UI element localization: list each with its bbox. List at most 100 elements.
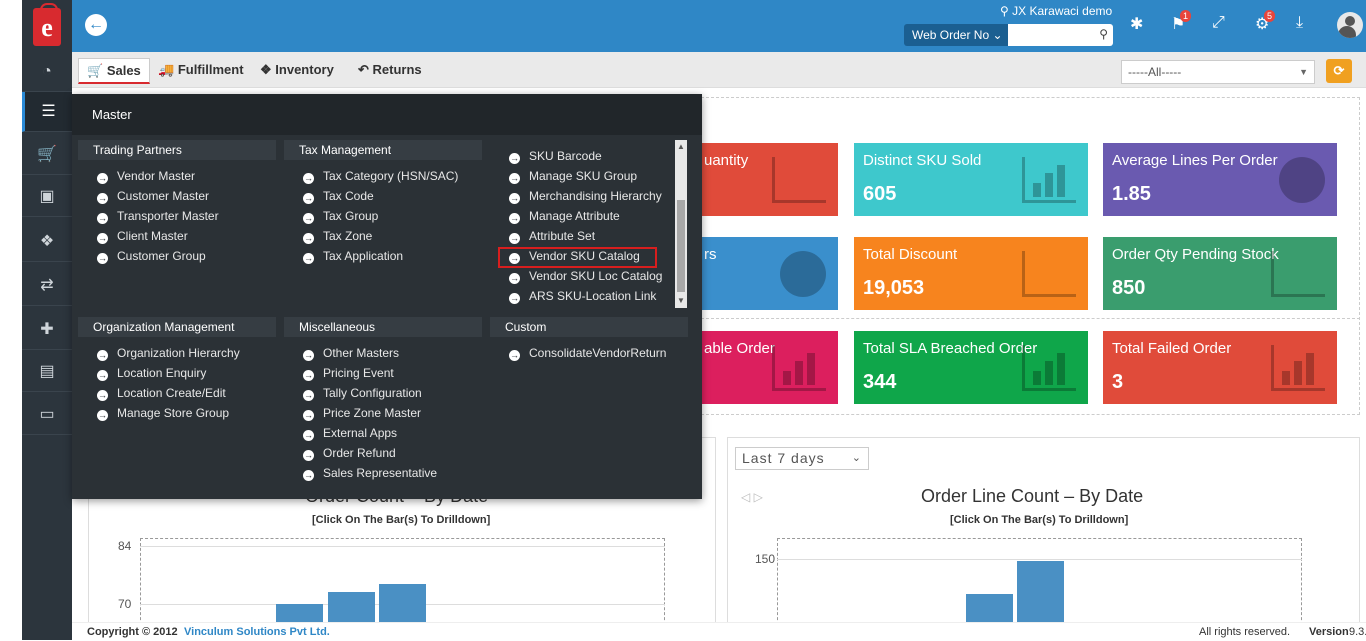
menu-item-other-masters[interactable]: → Other Masters bbox=[303, 343, 437, 363]
gridline bbox=[777, 558, 1302, 560]
arrow-circle-right-icon: → bbox=[97, 350, 108, 361]
gridline bbox=[140, 546, 665, 547]
chart-subtitle: [Click On The Bar(s) To Drilldown] bbox=[312, 514, 491, 526]
search-mode-select[interactable]: Web Order No ⌄ bbox=[904, 24, 1011, 46]
menu-item-transporter-master[interactable]: → Transporter Master bbox=[97, 206, 219, 226]
tab-returns[interactable]: ↶ Returns bbox=[350, 58, 430, 84]
kpi-title: Total Failed Order bbox=[1112, 340, 1232, 357]
arrow-circle-right-icon: → bbox=[303, 253, 314, 264]
scrollbar-thumb[interactable] bbox=[677, 200, 685, 292]
menu-item-pricing-event[interactable]: → Pricing Event bbox=[303, 363, 437, 383]
cart-icon[interactable]: 🛒 bbox=[22, 135, 72, 175]
transfer-icon[interactable]: ⇄ bbox=[22, 266, 72, 306]
menu-item-tax-category-hsn-sac[interactable]: → Tax Category (HSN/SAC) bbox=[303, 166, 458, 186]
y-tick-label: 150 bbox=[755, 551, 776, 566]
menu-item-customer-group[interactable]: → Customer Group bbox=[97, 246, 219, 266]
tab-returns-label: Returns bbox=[372, 62, 422, 77]
menu-item-manage-store-group[interactable]: → Manage Store Group bbox=[97, 403, 240, 423]
date-range-select[interactable]: Last 7 days ⌄ bbox=[735, 447, 869, 470]
chart-bar[interactable] bbox=[1017, 561, 1064, 630]
book-icon[interactable]: ▤ bbox=[22, 352, 72, 392]
menu-item-label: SKU Barcode bbox=[529, 149, 602, 163]
arrow-circle-right-icon: → bbox=[97, 193, 108, 204]
kpi-title: rs bbox=[704, 246, 717, 263]
menu-item-label: Customer Master bbox=[117, 189, 210, 203]
briefcase-icon[interactable]: ▣ bbox=[22, 177, 72, 217]
menu-item-label: Attribute Set bbox=[529, 229, 596, 243]
master-list-icon[interactable]: ☰ bbox=[22, 92, 72, 132]
tab-sales[interactable]: 🛒 Sales bbox=[78, 58, 150, 84]
kpi-tile-sla-breached[interactable]: Total SLA Breached Order 344 bbox=[854, 331, 1088, 404]
menu-item-attribute-set[interactable]: → Attribute Set bbox=[509, 226, 662, 246]
dashboard-icon[interactable]: ◔ bbox=[22, 52, 72, 92]
refresh-button[interactable]: ⟳ bbox=[1326, 59, 1352, 83]
menu-item-label: Tax Code bbox=[323, 189, 374, 203]
menu-item-customer-master[interactable]: → Customer Master bbox=[97, 186, 219, 206]
kpi-tile-failed-order[interactable]: Total Failed Order 3 bbox=[1103, 331, 1337, 404]
chart-plot-order-line-count[interactable]: 120150 bbox=[727, 530, 1360, 641]
menu-item-organization-hierarchy[interactable]: → Organization Hierarchy bbox=[97, 343, 240, 363]
arrow-circle-right-icon: → bbox=[509, 153, 520, 164]
menu-item-ars-sku-location-link[interactable]: → ARS SKU-Location Link bbox=[509, 286, 662, 306]
menu-item-consolidatevendorreturn[interactable]: → ConsolidateVendorReturn bbox=[509, 343, 666, 363]
menu-item-client-master[interactable]: → Client Master bbox=[97, 226, 219, 246]
tab-fulfillment[interactable]: 🚚 Fulfillment bbox=[150, 58, 252, 84]
menu-item-tax-group[interactable]: → Tax Group bbox=[303, 206, 458, 226]
menu-item-tax-code[interactable]: → Tax Code bbox=[303, 186, 458, 206]
fullscreen-icon[interactable]: ⤢ bbox=[1212, 14, 1225, 31]
menu-item-tax-zone[interactable]: → Tax Zone bbox=[303, 226, 458, 246]
filter-select[interactable]: ▼ -----All----- bbox=[1121, 60, 1315, 84]
menu-item-merchandising-hierarchy[interactable]: → Merchandising Hierarchy bbox=[509, 186, 662, 206]
chart-plot-order-count[interactable]: 70 84 bbox=[88, 530, 716, 630]
custom-list: → ConsolidateVendorReturn bbox=[509, 343, 666, 363]
menu-item-tally-configuration[interactable]: → Tally Configuration bbox=[303, 383, 437, 403]
scroll-up-icon[interactable]: ▲ bbox=[677, 142, 685, 151]
kpi-tile-pending-stock[interactable]: Order Qty Pending Stock 850 bbox=[1103, 237, 1337, 310]
menu-item-label: Location Create/Edit bbox=[117, 386, 226, 400]
cubes-icon: ❖ bbox=[260, 62, 272, 77]
arrow-circle-right-icon: → bbox=[303, 470, 314, 481]
search-icon[interactable]: ⚲ bbox=[1099, 27, 1108, 41]
footer-company-link[interactable]: Vinculum Solutions Pvt Ltd. bbox=[184, 626, 330, 638]
section-custom: Custom bbox=[490, 317, 688, 337]
menu-item-label: Vendor SKU Loc Catalog bbox=[529, 269, 663, 283]
menu-scrollbar[interactable]: ▲ ▼ bbox=[675, 140, 687, 308]
settings-cog-icon[interactable]: ✱ bbox=[1130, 16, 1144, 33]
location-label[interactable]: ⚲ JX Karawaci demo bbox=[1000, 4, 1112, 18]
kpi-tile-distinct-sku[interactable]: Distinct SKU Sold 605 bbox=[854, 143, 1088, 216]
menu-item-label: External Apps bbox=[323, 426, 398, 440]
add-user-icon[interactable]: ✚ bbox=[22, 310, 72, 350]
download-icon[interactable]: ⤓ bbox=[1296, 14, 1304, 31]
scroll-down-icon[interactable]: ▼ bbox=[677, 296, 685, 305]
menu-item-vendor-sku-loc-catalog[interactable]: → Vendor SKU Loc Catalog bbox=[509, 266, 662, 286]
menu-item-location-enquiry[interactable]: → Location Enquiry bbox=[97, 363, 240, 383]
kpi-tile-avg-lines[interactable]: Average Lines Per Order 1.85 bbox=[1103, 143, 1337, 216]
menu-item-manage-attribute[interactable]: → Manage Attribute bbox=[509, 206, 662, 226]
arrow-circle-right-icon: → bbox=[303, 193, 314, 204]
menu-item-sales-representative[interactable]: → Sales Representative bbox=[303, 463, 437, 483]
kpi-tile-total-discount[interactable]: Total Discount 19,053 bbox=[854, 237, 1088, 310]
menu-item-manage-sku-group[interactable]: → Manage SKU Group bbox=[509, 166, 662, 186]
cubes-icon[interactable]: ❖ bbox=[22, 222, 72, 262]
menu-item-external-apps[interactable]: → External Apps bbox=[303, 423, 437, 443]
user-avatar[interactable] bbox=[1337, 12, 1363, 38]
menu-item-price-zone-master[interactable]: → Price Zone Master bbox=[303, 403, 437, 423]
menu-item-vendor-sku-catalog[interactable]: → Vendor SKU Catalog bbox=[509, 246, 662, 266]
tab-inventory[interactable]: ❖ Inventory bbox=[252, 58, 342, 84]
chart-nav-arrows-icon[interactable]: ◁ ▷ bbox=[741, 490, 763, 504]
arrow-circle-right-icon: → bbox=[303, 390, 314, 401]
arrow-circle-right-icon: → bbox=[97, 370, 108, 381]
menu-item-sku-barcode[interactable]: → SKU Barcode bbox=[509, 146, 662, 166]
arrow-circle-right-icon: → bbox=[97, 213, 108, 224]
menu-item-order-refund[interactable]: → Order Refund bbox=[303, 443, 437, 463]
back-icon[interactable]: ← bbox=[85, 14, 107, 36]
search-input[interactable]: ⚲ bbox=[1008, 24, 1113, 46]
menu-item-location-create-edit[interactable]: → Location Create/Edit bbox=[97, 383, 240, 403]
menu-item-tax-application[interactable]: → Tax Application bbox=[303, 246, 458, 266]
bar-chart-icon bbox=[1022, 157, 1076, 203]
credit-card-icon[interactable]: ▭ bbox=[22, 395, 72, 435]
kpi-value: 19,053 bbox=[863, 277, 925, 299]
app-logo[interactable]: e bbox=[33, 3, 61, 46]
arrow-circle-right-icon: → bbox=[97, 233, 108, 244]
menu-item-vendor-master[interactable]: → Vendor Master bbox=[97, 166, 219, 186]
